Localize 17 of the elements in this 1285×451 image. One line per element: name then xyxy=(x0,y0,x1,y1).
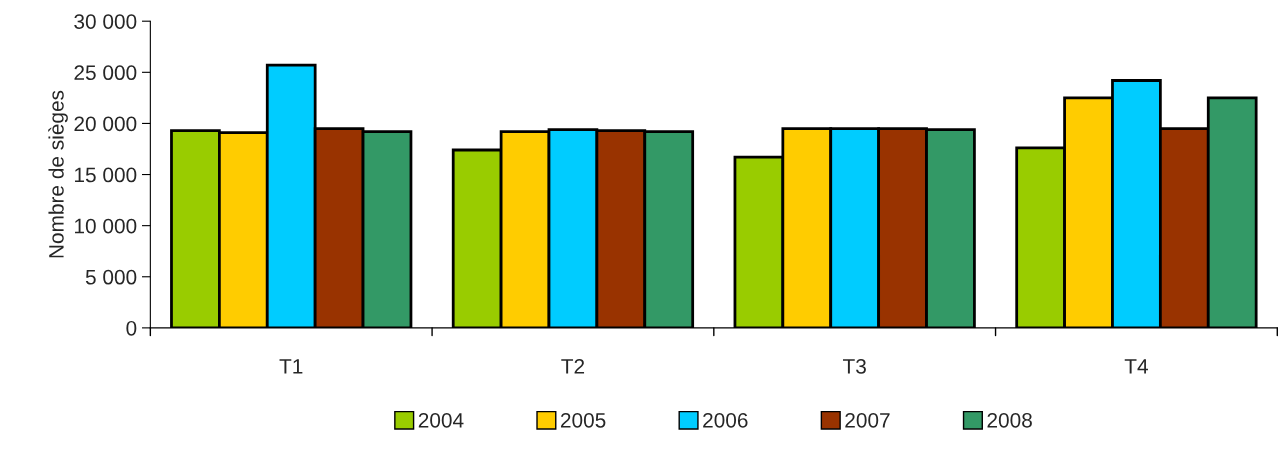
y-tick-label: 30 000 xyxy=(74,14,137,29)
y-tick-label: 15 000 xyxy=(75,167,137,183)
y-tick-label: 5 000 xyxy=(85,269,137,285)
x-tick-label: T1 xyxy=(279,359,303,374)
x-tick-label: T3 xyxy=(843,358,866,374)
legend-label: 2006 xyxy=(703,412,748,428)
x-tick-label: T4 xyxy=(1124,359,1148,374)
y-axis-title: Nombre de sièges xyxy=(48,90,68,258)
y-tick-label: 0 xyxy=(126,320,137,336)
legend-label: 2008 xyxy=(987,412,1032,428)
x-tick-label: T2 xyxy=(561,358,585,374)
y-tick-label: 20 000 xyxy=(74,116,137,132)
legend-label: 2005 xyxy=(560,412,606,428)
legend-label: 2004 xyxy=(418,412,464,428)
y-tick-label: 25 000 xyxy=(74,65,137,81)
legend-label: 2007 xyxy=(845,412,890,428)
y-tick-label: 10 000 xyxy=(75,218,137,234)
